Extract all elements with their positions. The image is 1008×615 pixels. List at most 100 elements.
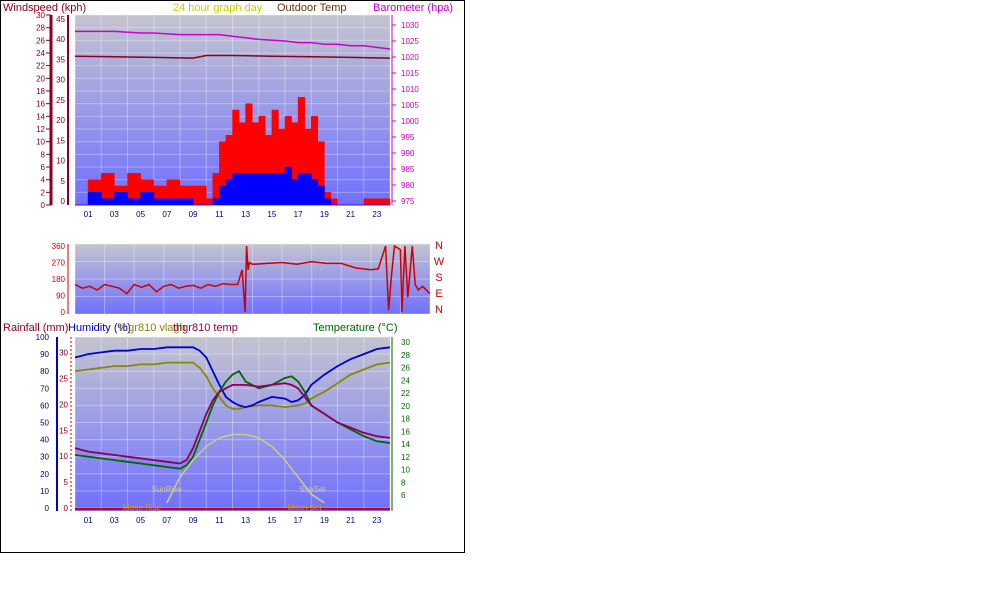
x-tick-label: 09 [189,210,198,219]
left-tick-label: 70 [40,384,49,393]
right-tick-label: 985 [401,165,415,174]
left-tick-label: 5 [64,478,69,487]
x-tick-label: 15 [267,210,276,219]
windspeed-axis-label: Windspeed (kph) [3,2,86,14]
left-tick-label: 8 [41,150,46,159]
compass-label: S [435,272,442,284]
x-tick-label: 03 [110,516,119,525]
right-tick-label: 24 [401,376,410,385]
left-tick-label: 15 [56,136,65,145]
vlagh-label: thgr810 vlagh [119,322,186,334]
right-tick-label: 980 [401,181,415,190]
weather-graphs-svg: Windspeed (kph) 24 hour graph day Outdoo… [3,2,453,525]
left-tick-label: 10 [56,157,65,166]
left-tick-label: 45 [56,15,65,24]
right-tick-label: 1025 [401,37,419,46]
barometer-axis-label: Barometer (hpa) [373,2,453,14]
x-tick-label: 09 [189,516,198,525]
x-tick-label: 05 [136,516,145,525]
rainfall-axis-label: Rainfall (mm) [3,322,68,334]
left-tick-label: 100 [36,333,50,342]
x-tick-label: 03 [110,210,119,219]
thgr-temp-label: thgr810 temp [173,322,238,334]
sunset-label: SunSet [299,485,326,494]
right-tick-label: 28 [401,351,410,360]
left-tick-label: 180 [52,275,66,284]
right-tick-label: 1015 [401,69,419,78]
x-tick-label: 11 [215,516,224,525]
right-tick-label: 16 [401,427,410,436]
left-tick-label: 90 [56,292,65,301]
temperature-axis-label: Temperature (°C) [313,322,397,334]
x-tick-label: 01 [84,210,93,219]
x-tick-label: 07 [162,516,171,525]
climate-plot: 01 03 05 07 09 11 13 15 17 19 21 230102030405060708… [36,333,411,525]
left-tick-label: 24 [36,49,45,58]
left-tick-label: 360 [52,242,66,251]
left-tick-label: 40 [56,35,65,44]
left-tick-label: 50 [40,419,49,428]
left-tick-label: 30 [56,76,65,85]
left-tick-label: 20 [40,470,49,479]
graph-title: 24 hour graph day [173,2,263,14]
thgr-temp-series [74,382,391,465]
right-tick-label: 990 [401,149,415,158]
right-tick-label: 18 [401,415,410,424]
right-tick-label: 30 [401,338,410,347]
left-tick-label: 35 [56,55,65,64]
left-tick-label: 16 [36,100,45,109]
x-tick-label: 19 [320,210,329,219]
left-tick-label: 30 [40,453,49,462]
left-tick-label: 30 [36,11,45,20]
sun-elevation-series [166,433,325,504]
left-tick-label: 0 [64,504,69,513]
right-tick-label: 20 [401,402,410,411]
graph-frame: Windspeed (kph) 24 hour graph day Outdoo… [0,0,465,553]
left-tick-label: 26 [36,36,45,45]
left-tick-label: 28 [36,24,45,33]
wind-barometer-plot: 01 03 05 07 09 11 13 15 17 19 21 230246810121416182… [36,11,419,219]
left-tick-label: 20 [56,116,65,125]
right-tick-label: 975 [401,197,415,206]
left-tick-label: 2 [41,188,46,197]
vlagh-series [74,361,391,410]
x-tick-label: 05 [136,210,145,219]
left-tick-label: 10 [59,452,68,461]
x-tick-label: 21 [346,516,355,525]
winddir-plot-area [75,244,430,314]
left-tick-label: 0 [45,504,50,513]
left-tick-label: 25 [56,96,65,105]
left-tick-label: 0 [61,308,66,317]
moonset-label: Moon Set [287,503,322,512]
x-tick-label: 23 [372,210,381,219]
barometer-series [75,30,391,50]
humidity-axis-label: Humidity (%) [68,322,131,334]
right-tick-label: 1010 [401,85,419,94]
left-tick-label: 25 [59,374,68,383]
left-tick-label: 80 [40,367,49,376]
x-tick-label: 15 [267,516,276,525]
left-tick-label: 5 [61,177,66,186]
left-tick-label: 18 [36,87,45,96]
left-tick-label: 30 [59,349,68,358]
x-tick-label: 21 [346,210,355,219]
left-tick-label: 40 [40,436,49,445]
left-tick-label: 14 [36,112,45,121]
x-tick-label: 01 [84,516,93,525]
right-tick-label: 1020 [401,53,419,62]
moonrise-label: Moon Rise [123,503,162,512]
wind-direction-series [74,244,431,313]
left-tick-label: 4 [41,176,46,185]
right-tick-label: 1000 [401,117,419,126]
x-tick-label: 17 [294,210,303,219]
left-tick-label: 10 [40,487,49,496]
left-tick-label: 20 [59,400,68,409]
sunrise-label: SunRise [152,485,183,494]
x-tick-label: 13 [241,210,250,219]
right-tick-label: 10 [401,466,410,475]
left-tick-label: 12 [36,125,45,134]
humidity-series [74,346,391,409]
left-tick-label: 0 [41,201,46,210]
left-tick-label: 15 [59,426,68,435]
